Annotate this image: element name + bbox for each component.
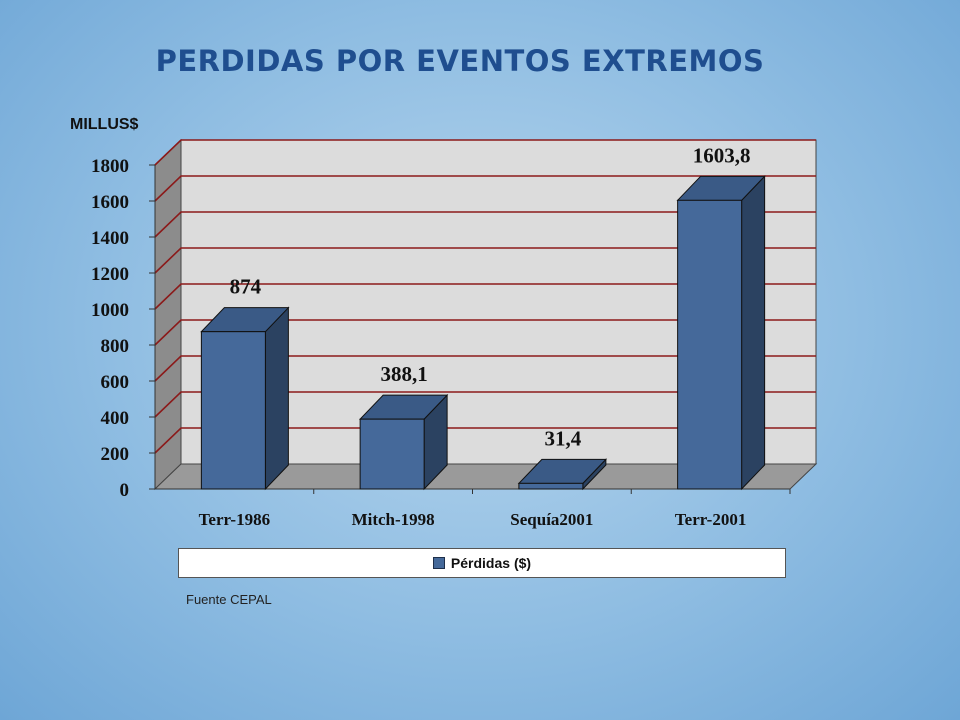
y-tick-label: 600 <box>101 372 130 393</box>
data-label: 31,4 <box>545 426 582 450</box>
gridline <box>154 391 816 418</box>
data-label: 874 <box>230 275 262 299</box>
gridline <box>154 427 816 454</box>
data-label: 388,1 <box>381 362 428 386</box>
legend-swatch <box>432 557 445 569</box>
y-tick-label: 1600 <box>91 192 129 213</box>
y-tick-label: 400 <box>101 408 130 429</box>
y-axis-unit-label: MILLUS$ <box>70 116 139 133</box>
y-tick-label: 0 <box>120 480 130 501</box>
y-tick-label: 200 <box>101 444 130 465</box>
bar-side-Terr-1986 <box>264 306 289 491</box>
bar-Sequía2001 <box>518 482 584 490</box>
chart-legend: Pérdidas ($) <box>178 548 786 578</box>
bar-Terr-1986 <box>200 331 266 490</box>
legend-series-name: Pérdidas ($) <box>450 555 532 571</box>
gridline <box>154 211 816 238</box>
chart-side-wall <box>154 138 182 491</box>
gridline <box>154 247 816 274</box>
source-note: Fuente CEPAL <box>186 592 272 607</box>
y-tick-label: 1800 <box>91 156 129 177</box>
gridline <box>154 139 816 166</box>
bar-side-Terr-2001 <box>741 175 766 491</box>
x-category-label: Terr-1986 <box>199 510 270 529</box>
bar-Terr-2001 <box>677 199 743 490</box>
y-tick-label: 1200 <box>91 264 129 285</box>
gridline <box>154 283 816 310</box>
bar-Mitch-1998 <box>359 418 425 490</box>
gridline <box>154 319 816 346</box>
x-category-label: Sequía2001 <box>510 510 593 529</box>
slide-title: PERDIDAS POR EVENTOS EXTREMOS <box>155 44 765 78</box>
gridline <box>154 175 816 202</box>
y-tick-label: 800 <box>101 336 130 357</box>
gridline <box>154 355 816 382</box>
y-tick-label: 1400 <box>91 228 129 249</box>
x-category-label: Mitch-1998 <box>352 510 435 529</box>
x-category-label: Terr-2001 <box>675 510 746 529</box>
data-label: 1603,8 <box>693 143 751 167</box>
y-tick-label: 1000 <box>91 300 129 321</box>
